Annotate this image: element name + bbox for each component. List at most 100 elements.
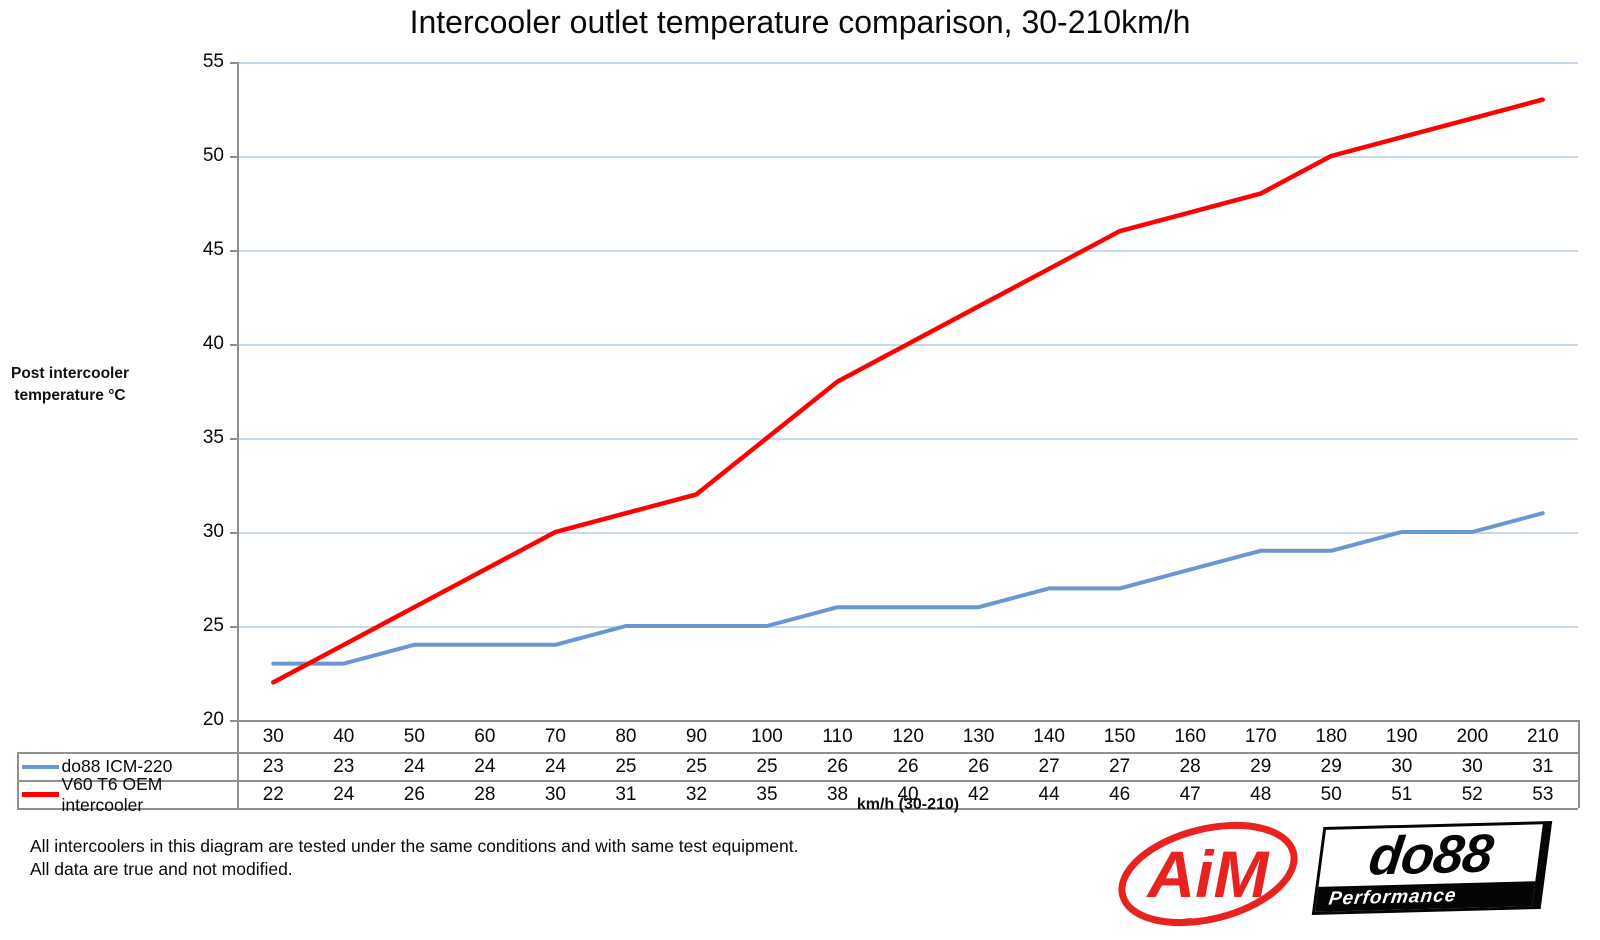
gridline-50 xyxy=(238,156,1578,158)
table-cell: 190 xyxy=(1385,725,1418,747)
table-cell: 25 xyxy=(685,755,708,777)
y-tick-mark-50 xyxy=(230,156,238,158)
table-cell: 30 xyxy=(1461,755,1483,777)
y-axis-title-line2: temperature °C xyxy=(14,387,126,404)
table-cell: 80 xyxy=(615,725,637,747)
aim-logo: AiM xyxy=(1114,816,1302,936)
y-tick-label-45: 45 xyxy=(202,239,224,260)
table-cell: 31 xyxy=(1532,755,1554,777)
x-axis-line xyxy=(238,720,1578,722)
y-tick-mark-35 xyxy=(230,438,238,440)
table-cell: 51 xyxy=(1391,783,1413,805)
table-cell: 28 xyxy=(1179,755,1201,777)
series-line-1 xyxy=(271,97,1545,685)
table-cell: 35 xyxy=(756,783,778,805)
y-axis-title-line1: Post intercooler xyxy=(11,365,129,382)
table-cell: 24 xyxy=(474,755,496,777)
y-tick-mark-55 xyxy=(230,62,238,64)
table-cell: 30 xyxy=(544,783,566,805)
table-cell: 46 xyxy=(1109,783,1131,805)
table-cell: 110 xyxy=(822,725,853,747)
table-cell: 30 xyxy=(1391,755,1413,777)
table-cell: 40 xyxy=(897,783,919,805)
gridline-55 xyxy=(238,62,1578,64)
legend-label-1: V60 T6 OEM intercooler xyxy=(61,773,163,815)
legend-swatch-0 xyxy=(21,764,59,769)
table-cell: 52 xyxy=(1461,783,1483,805)
aim-ellipse xyxy=(1118,821,1298,927)
aim-swoosh xyxy=(1176,918,1212,925)
table-row-series-1: 22 24 26 28 30 31 32 35 38 40 42 44 46 47 48 50 51 52 53 xyxy=(238,782,1578,809)
legend-item-1: V60 T6 OEM intercooler xyxy=(19,774,237,815)
table-cell: 29 xyxy=(1250,755,1272,777)
legend-label-0: do88 ICM-220 xyxy=(61,756,173,777)
table-hline-0 xyxy=(17,752,1578,754)
table-cell: 50 xyxy=(1320,783,1342,805)
table-cell: 47 xyxy=(1179,783,1201,805)
legend-swatch-1 xyxy=(21,792,59,798)
table-cell: 200 xyxy=(1456,725,1489,747)
y-tick-mark-25 xyxy=(230,626,238,628)
y-tick-mark-45 xyxy=(230,250,238,252)
do88-logo: do88 Performance xyxy=(1311,821,1553,915)
table-cell: 120 xyxy=(892,725,924,747)
table-cell: 23 xyxy=(333,755,355,777)
y-tick-label-20: 20 xyxy=(202,709,224,730)
table-cell: 30 xyxy=(262,725,284,747)
footnote-line2: All data are true and not modified. xyxy=(30,859,293,879)
table-cell: 170 xyxy=(1244,725,1277,747)
gridline-35 xyxy=(238,438,1578,440)
table-cell: 27 xyxy=(1109,755,1131,777)
footnote: All intercoolers in this diagram are tes… xyxy=(30,835,798,881)
table-cell: 24 xyxy=(403,755,425,777)
table-cell: 28 xyxy=(474,783,496,805)
table-cell: 210 xyxy=(1526,725,1559,747)
table-cell: 130 xyxy=(962,725,995,747)
y-tick-label-25: 25 xyxy=(202,615,224,636)
series-line-0 xyxy=(271,511,1545,666)
do88-logo-sub: Performance xyxy=(1315,881,1536,912)
table-cell: 42 xyxy=(968,783,990,805)
table-cell: 150 xyxy=(1103,725,1136,747)
y-axis-line xyxy=(237,62,239,808)
table-cell: 38 xyxy=(826,783,849,805)
chart-canvas xyxy=(271,97,1545,685)
table-hline-1 xyxy=(17,780,1578,782)
table-header-row: 30 40 50 60 70 80 90 100 110 120 130 140 150 160 170 18… xyxy=(238,722,1578,753)
aim-logo-text: AiM xyxy=(1146,837,1271,911)
x-axis-title: km/h (30-210) xyxy=(856,796,960,813)
y-tick-label-40: 40 xyxy=(202,333,224,354)
table-cell: 32 xyxy=(685,783,708,805)
y-axis-title: Post intercooler temperature °C xyxy=(6,363,134,407)
gridline-25 xyxy=(238,626,1578,628)
table-cell: 31 xyxy=(615,783,637,805)
table-cell: 53 xyxy=(1532,783,1554,805)
table-cell: 29 xyxy=(1320,755,1342,777)
table-cell: 40 xyxy=(333,725,355,747)
table-row-series-0: 23 23 24 24 24 25 25 25 26 26 26 27 27 28 29 29 30 30 31 xyxy=(238,754,1578,781)
table-cell: 24 xyxy=(544,755,566,777)
y-tick-mark-40 xyxy=(230,344,238,346)
legend-item-0: do88 ICM-220 xyxy=(19,754,237,781)
do88-logo-text: do88 xyxy=(1365,822,1496,887)
y-tick-label-55: 55 xyxy=(202,51,224,72)
table-cell: 23 xyxy=(262,755,284,777)
table-cell: 26 xyxy=(403,783,425,805)
aim-logo-graphic: AiM xyxy=(1118,821,1298,927)
y-tick-label-50: 50 xyxy=(202,145,224,166)
table-cell: 140 xyxy=(1033,725,1065,747)
y-tick-mark-30 xyxy=(230,532,238,534)
y-tick-mark-20 xyxy=(230,720,238,722)
table-right-border xyxy=(1578,720,1580,808)
table-cell: 100 xyxy=(751,725,783,747)
table-cell: 24 xyxy=(333,783,355,805)
table-cell: 160 xyxy=(1174,725,1207,747)
table-cell: 26 xyxy=(897,755,919,777)
table-cell: 26 xyxy=(826,755,849,777)
table-cell: 60 xyxy=(474,725,496,747)
table-cell: 180 xyxy=(1315,725,1348,747)
table-cell: 50 xyxy=(403,725,425,747)
table-cell: 44 xyxy=(1038,783,1060,805)
y-tick-label-30: 30 xyxy=(202,521,224,542)
